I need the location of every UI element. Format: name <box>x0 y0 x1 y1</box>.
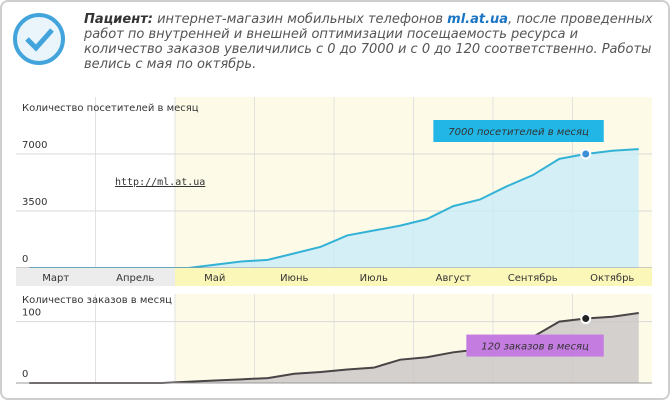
header: Пациент: интернет-магазин мобильных теле… <box>84 12 654 72</box>
check-mark <box>25 28 54 52</box>
annotation-point <box>580 313 592 325</box>
month-strip <box>16 268 175 286</box>
chart-title: Количество посетителей в месяц <box>22 103 199 114</box>
annotation-text: 7000 посетителей в месяц <box>448 127 589 138</box>
y-tick-label: 0 <box>22 254 28 265</box>
site-link[interactable]: http://ml.at.ua <box>115 177 205 188</box>
x-tick-label: Август <box>436 273 471 284</box>
x-tick-label: Сентябрь <box>508 273 558 284</box>
area <box>29 149 639 268</box>
month-strip-highlight <box>175 268 652 286</box>
check-icon <box>13 13 65 65</box>
header-label: Пациент: <box>84 12 153 27</box>
x-tick-label: Июнь <box>280 273 308 284</box>
x-tick-label: Апрель <box>116 273 154 284</box>
y-tick-label: 100 <box>22 308 41 319</box>
annotation-point <box>580 148 592 160</box>
annotation-text: 120 заказов в месяц <box>481 342 589 353</box>
y-tick-label: 7000 <box>22 140 47 151</box>
x-tick-label: Май <box>204 273 225 284</box>
header-link[interactable]: ml.at.ua <box>447 12 509 27</box>
annotation-box <box>433 120 604 142</box>
annotation-box <box>466 334 604 357</box>
x-tick-label: Июль <box>360 273 388 284</box>
y-tick-label: 3500 <box>22 197 47 208</box>
header-text: , после проведенных работ по внутренней … <box>84 12 653 72</box>
header-text: интернет-магазин мобильных телефонов <box>157 12 444 27</box>
y-tick-label: 0 <box>22 369 28 380</box>
area <box>29 313 639 383</box>
x-tick-label: Март <box>42 273 69 284</box>
chart-title: Количество заказов в месяц <box>22 295 172 306</box>
x-tick-label: Октябрь <box>590 273 634 284</box>
